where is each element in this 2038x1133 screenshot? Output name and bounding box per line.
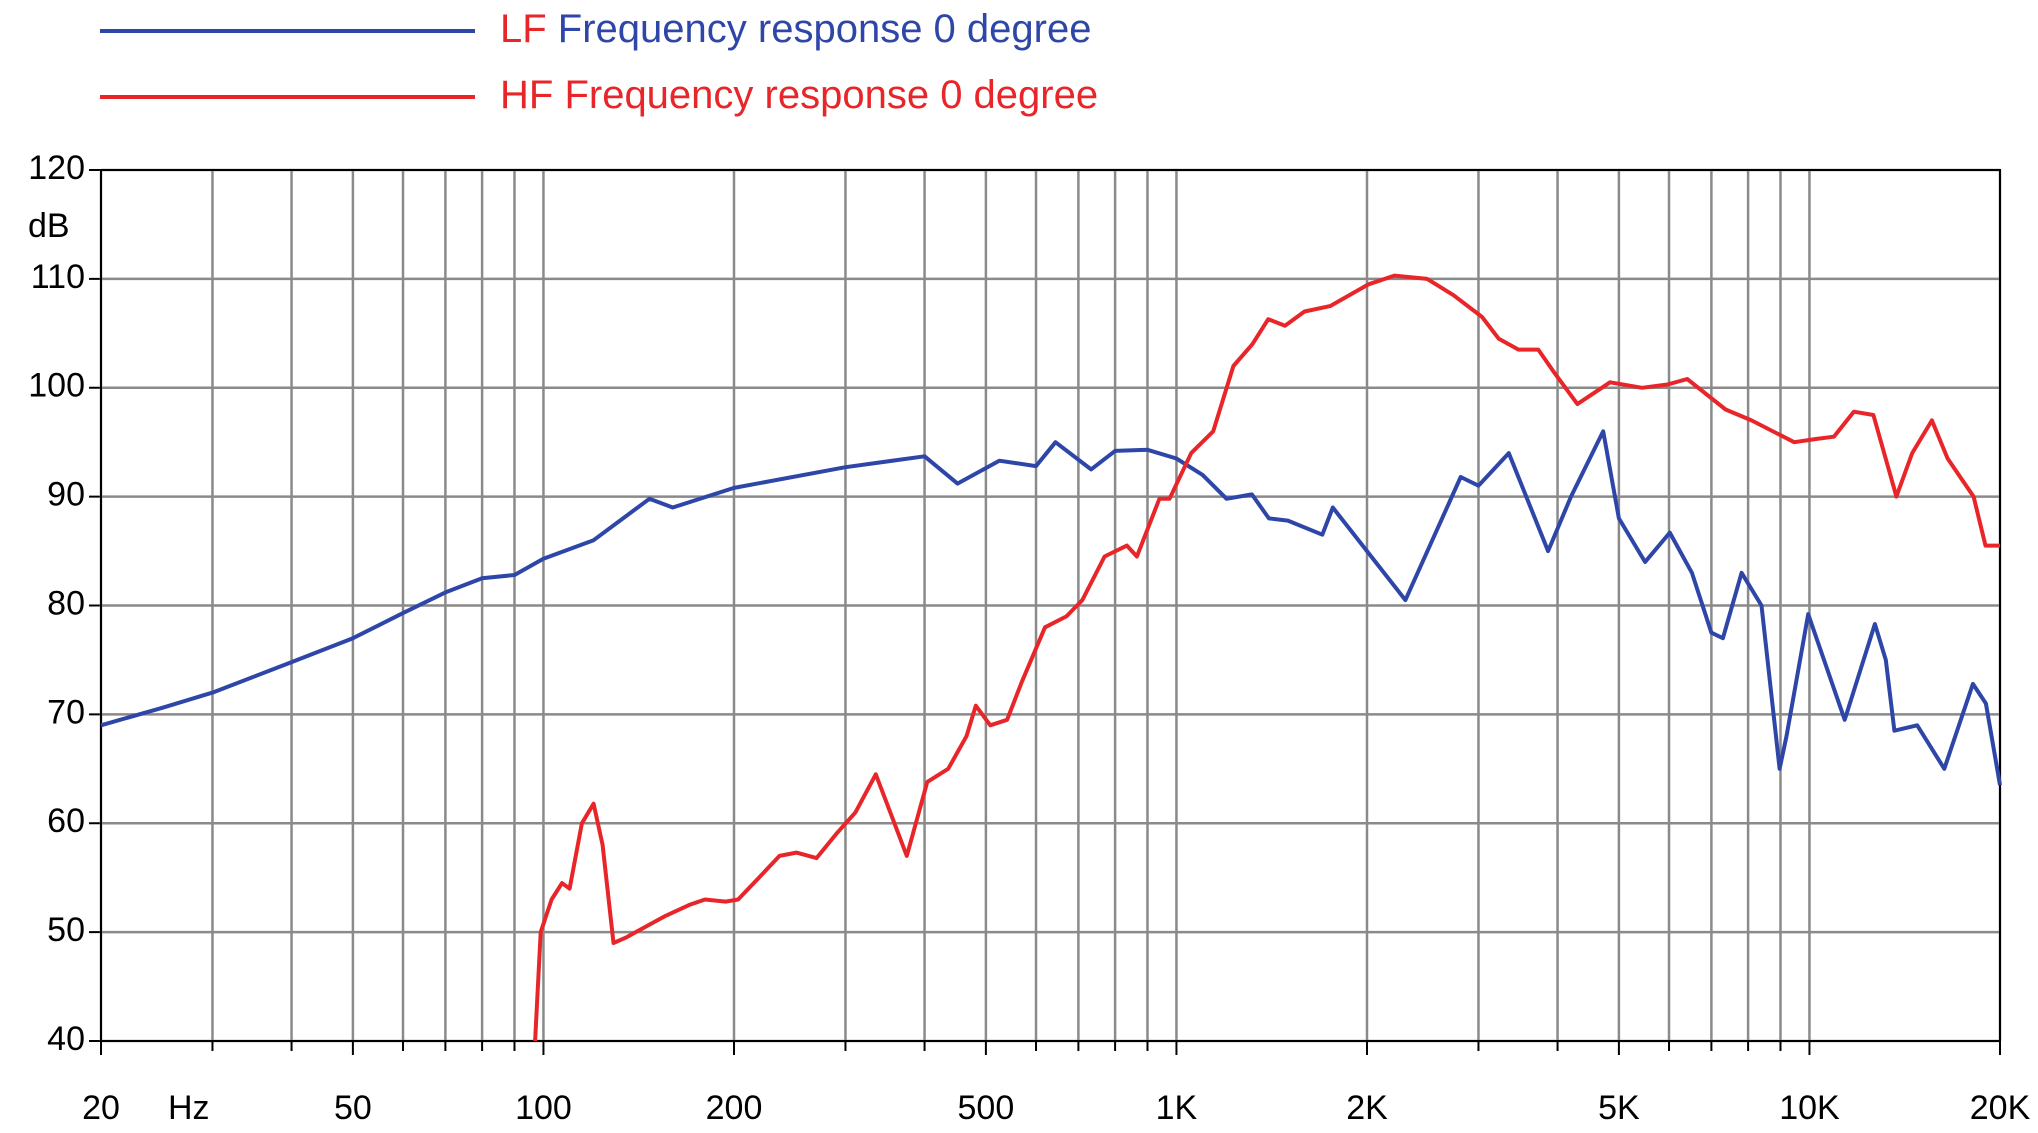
y-tick-label: 40 [47, 1020, 85, 1058]
y-tick-label: 50 [47, 911, 85, 949]
y-tick-label: 60 [47, 802, 85, 840]
x-tick-label: 50 [334, 1089, 372, 1127]
x-tick-label: 2K [1346, 1089, 1388, 1127]
x-tick-label: 20K [1970, 1089, 2031, 1127]
legend-label-part: Frequency response 0 degree [558, 7, 1092, 51]
series-line [533, 273, 2000, 1042]
y-tick-label: 120 [28, 149, 85, 187]
legend-label: LF Frequency response 0 degree [500, 7, 1091, 51]
legend-label-part: LF [500, 7, 558, 51]
legend-label-part: Frequency response 0 degree [564, 73, 1098, 117]
y-tick-label: 90 [47, 476, 85, 514]
y-tick-label: 100 [28, 367, 85, 405]
x-tick-label: 20 [82, 1089, 120, 1127]
x-axis-label: Hz [168, 1089, 210, 1127]
x-tick-label: 200 [706, 1089, 763, 1127]
plot-border [100, 169, 2001, 1042]
legend-label: HF Frequency response 0 degree [500, 73, 1098, 117]
x-tick-label: 100 [515, 1089, 572, 1127]
series-line [100, 429, 2002, 786]
x-tick-label: 10K [1779, 1089, 1840, 1127]
y-axis-label: dB [28, 207, 70, 245]
y-tick-label: 110 [31, 258, 85, 296]
x-tick-label: 500 [958, 1089, 1015, 1127]
legend-label-part: HF [500, 73, 564, 117]
y-tick-label: 80 [47, 584, 85, 622]
x-tick-label: 1K [1156, 1089, 1198, 1127]
y-tick-label: 70 [47, 693, 85, 731]
x-tick-label: 5K [1598, 1089, 1640, 1127]
